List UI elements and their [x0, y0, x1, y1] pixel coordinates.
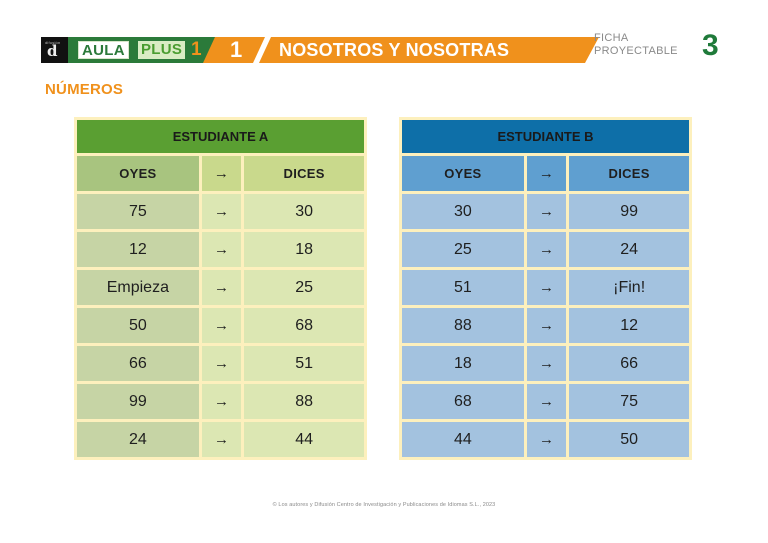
arrow-icon: → [526, 156, 567, 191]
arrow-icon: → [201, 270, 242, 305]
cell-oyes: 88 [402, 308, 524, 343]
cell-oyes: 12 [77, 232, 199, 267]
cell-oyes: Empieza [77, 270, 199, 305]
course-level: 1 [191, 39, 202, 60]
publisher-name: difusión [45, 40, 61, 45]
publisher-logo-glyph: d [47, 42, 58, 60]
cell-dices: ¡Fin! [569, 270, 689, 305]
cell-dices: 50 [569, 422, 689, 457]
column-header-dices: DICES [569, 156, 689, 191]
arrow-icon: → [526, 346, 567, 381]
unit-title-band [259, 37, 599, 63]
brand-aula: AULA [78, 41, 129, 59]
cell-oyes: 30 [402, 194, 524, 229]
cell-dices: 75 [569, 384, 689, 419]
column-header-row: OYES → DICES [402, 156, 689, 191]
cell-oyes: 75 [77, 194, 199, 229]
arrow-icon: → [526, 308, 567, 343]
cell-oyes: 50 [77, 308, 199, 343]
cell-dices: 30 [244, 194, 364, 229]
cell-dices: 66 [569, 346, 689, 381]
cell-dices: 44 [244, 422, 364, 457]
ficha-number: 3 [702, 29, 719, 62]
arrow-icon: → [201, 308, 242, 343]
unit-number: 1 [230, 37, 243, 62]
unit-band [203, 37, 265, 63]
arrow-icon: → [526, 194, 567, 229]
cell-oyes: 18 [402, 346, 524, 381]
cell-oyes: 51 [402, 270, 524, 305]
ficha-label-line1: FICHA [594, 32, 629, 44]
column-header-row: OYES → DICES [77, 156, 364, 191]
table-row: 44 → 50 [402, 422, 689, 457]
arrow-icon: → [201, 194, 242, 229]
section-title: NÚMEROS [45, 81, 124, 98]
cell-dices: 24 [569, 232, 689, 267]
cell-dices: 25 [244, 270, 364, 305]
arrow-icon: → [201, 384, 242, 419]
table-row: 88 → 12 [402, 308, 689, 343]
table-row: 25 → 24 [402, 232, 689, 267]
cell-oyes: 99 [77, 384, 199, 419]
arrow-icon: → [526, 422, 567, 457]
table-row: 50 → 68 [77, 308, 364, 343]
unit-title: NOSOTROS Y NOSOTRAS [279, 40, 510, 60]
ficha-label: FICHA PROYECTABLE [594, 32, 678, 58]
table-row: 24 → 44 [77, 422, 364, 457]
cell-dices: 68 [244, 308, 364, 343]
table-row: 30 → 99 [402, 194, 689, 229]
column-header-oyes: OYES [77, 156, 199, 191]
table-row: 66 → 51 [77, 346, 364, 381]
cell-oyes: 44 [402, 422, 524, 457]
table-row: 99 → 88 [77, 384, 364, 419]
brand-plus: PLUS [138, 41, 186, 59]
arrow-icon: → [201, 232, 242, 267]
table-estudiante-a: ESTUDIANTE A OYES → DICES 75 → 30 12 → 1… [74, 117, 367, 460]
table-title: ESTUDIANTE B [402, 120, 689, 153]
arrow-icon: → [201, 156, 242, 191]
table-estudiante-b: ESTUDIANTE B OYES → DICES 30 → 99 25 → 2… [399, 117, 692, 460]
cell-dices: 99 [569, 194, 689, 229]
header-banner: difusión d AULA PLUS 1 1 NOSOTROS Y NOSO… [41, 37, 601, 63]
cell-dices: 88 [244, 384, 364, 419]
arrow-icon: → [526, 232, 567, 267]
table-row: Empieza → 25 [77, 270, 364, 305]
cell-oyes: 25 [402, 232, 524, 267]
cell-dices: 12 [569, 308, 689, 343]
table-row: 68 → 75 [402, 384, 689, 419]
column-header-oyes: OYES [402, 156, 524, 191]
publisher-logo: difusión d [41, 37, 68, 63]
table-row: 75 → 30 [77, 194, 364, 229]
cell-dices: 51 [244, 346, 364, 381]
arrow-icon: → [201, 346, 242, 381]
cell-oyes: 66 [77, 346, 199, 381]
cell-oyes: 68 [402, 384, 524, 419]
table-title: ESTUDIANTE A [77, 120, 364, 153]
column-header-dices: DICES [244, 156, 364, 191]
cell-oyes: 24 [77, 422, 199, 457]
table-row: 51 → ¡Fin! [402, 270, 689, 305]
ficha-label-line2: PROYECTABLE [594, 45, 678, 57]
table-row: 12 → 18 [77, 232, 364, 267]
arrow-icon: → [201, 422, 242, 457]
copyright-footer: © Los autores y Difusión Centro de Inves… [272, 502, 496, 508]
arrow-icon: → [526, 270, 567, 305]
table-row: 18 → 66 [402, 346, 689, 381]
arrow-icon: → [526, 384, 567, 419]
cell-dices: 18 [244, 232, 364, 267]
